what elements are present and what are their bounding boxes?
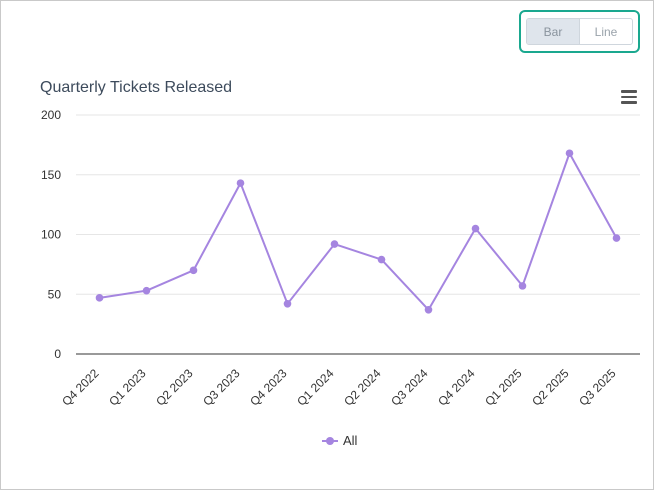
legend-item-all[interactable]: All <box>322 433 357 448</box>
bar-toggle-button[interactable]: Bar <box>527 19 579 44</box>
y-tick-label: 100 <box>41 228 61 242</box>
data-point <box>471 224 480 233</box>
data-point <box>189 266 198 275</box>
x-tick-label: Q1 2024 <box>294 366 337 409</box>
chart-title: Quarterly Tickets Released <box>40 79 233 96</box>
x-tick-label: Q1 2023 <box>106 366 149 409</box>
x-tick-label: Q4 2022 <box>59 366 102 409</box>
data-point <box>612 234 621 242</box>
y-tick-label: 0 <box>54 347 61 361</box>
x-tick-label: Q2 2025 <box>529 366 572 409</box>
x-tick-label: Q2 2024 <box>341 366 384 409</box>
data-point <box>95 294 104 302</box>
data-point <box>518 282 527 290</box>
legend-label: All <box>343 433 358 448</box>
series-line <box>99 152 618 311</box>
data-point <box>424 305 433 314</box>
y-tick-label: 150 <box>41 168 61 182</box>
line-toggle-button[interactable]: Line <box>579 19 632 44</box>
x-tick-label: Q2 2023 <box>153 366 196 409</box>
y-tick-label: 200 <box>41 108 61 122</box>
x-tick-label: Q3 2024 <box>388 366 431 409</box>
chart-type-toggle-highlight: Bar Line <box>519 10 640 53</box>
x-tick-label: Q4 2024 <box>435 366 478 409</box>
data-point <box>377 255 386 264</box>
y-tick-label: 50 <box>48 287 62 301</box>
data-point <box>236 179 245 187</box>
chart-type-toggle: Bar Line <box>526 18 633 45</box>
x-tick-label: Q3 2023 <box>200 366 243 409</box>
data-point <box>565 149 574 158</box>
x-tick-label: Q1 2025 <box>482 366 525 409</box>
data-point <box>142 286 151 295</box>
x-tick-label: Q3 2025 <box>576 366 619 409</box>
x-tick-label: Q4 2023 <box>247 366 290 409</box>
data-point <box>283 300 292 308</box>
data-point <box>330 240 339 248</box>
hamburger-menu-icon[interactable] <box>621 90 637 104</box>
legend-marker <box>322 436 338 446</box>
